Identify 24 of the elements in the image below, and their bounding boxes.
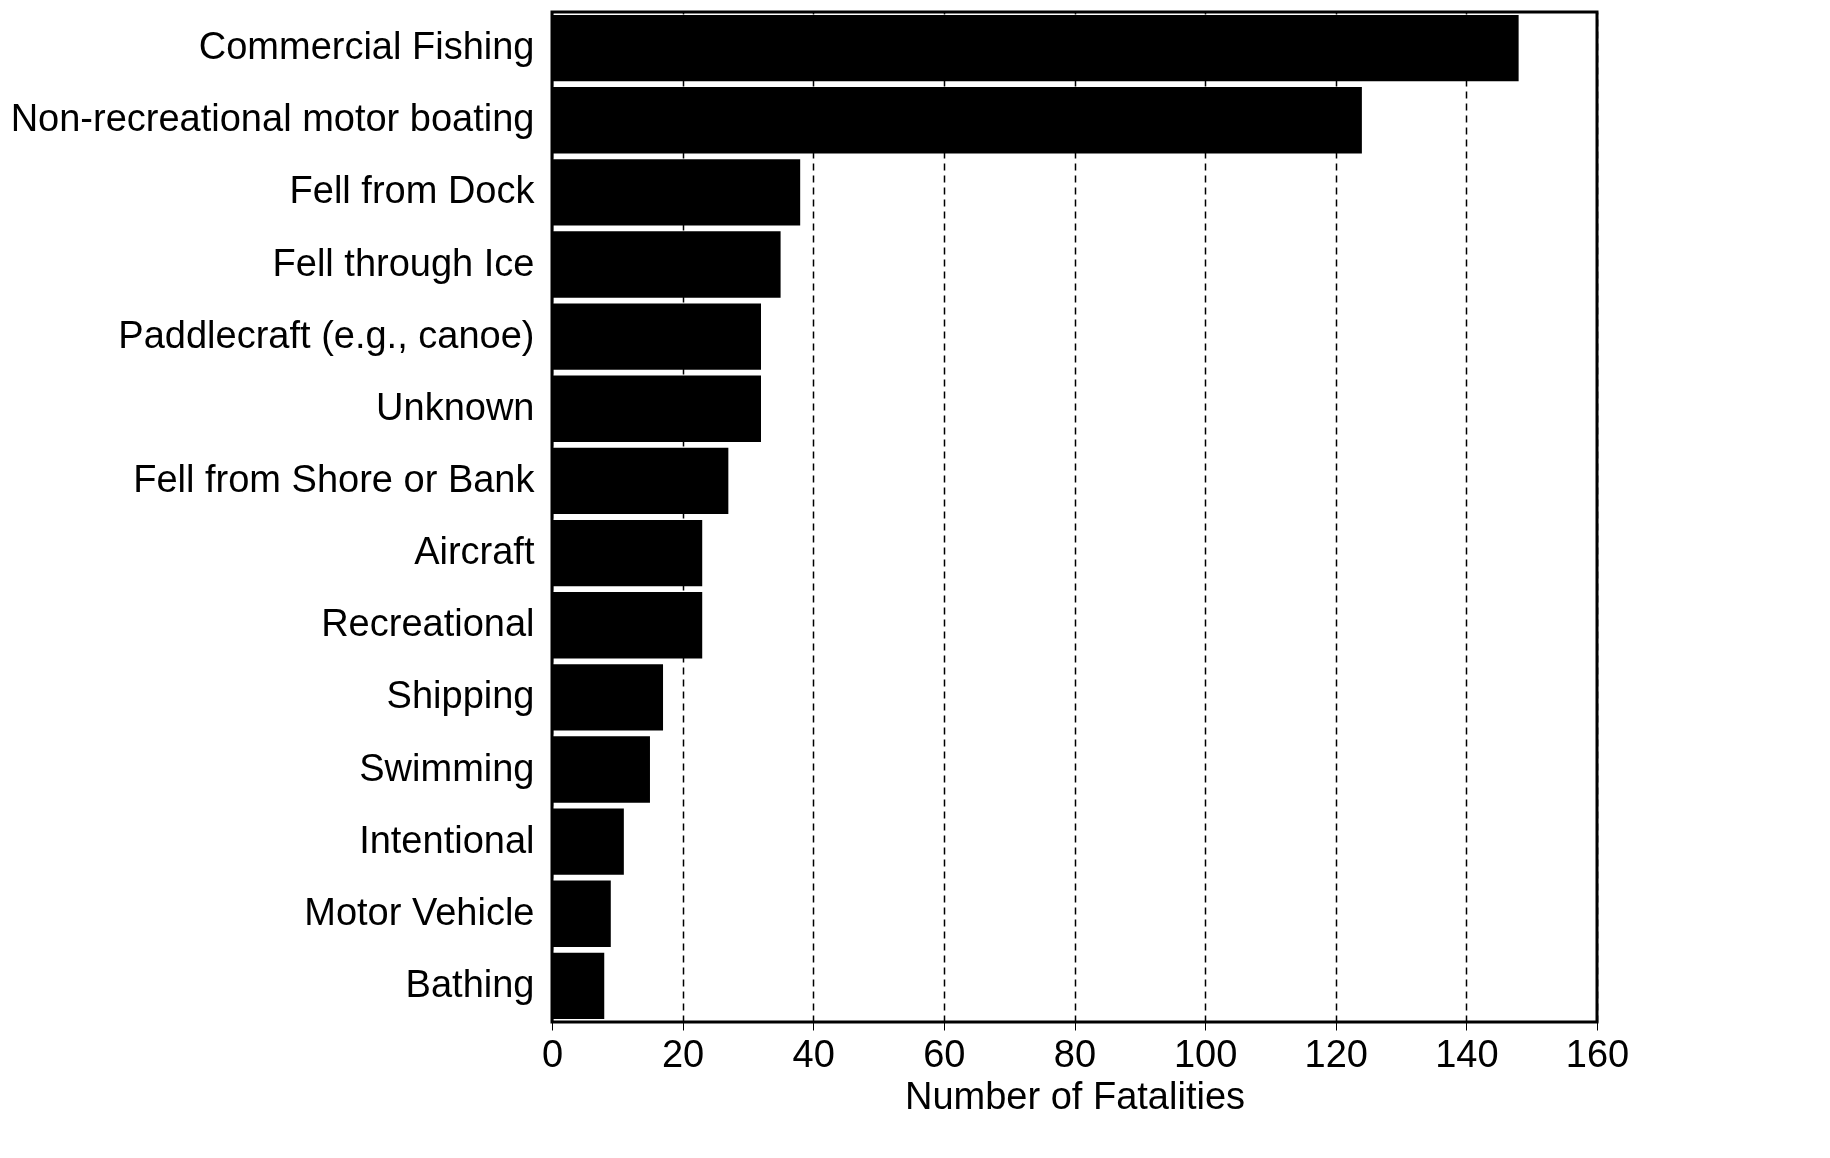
y-tick-label: Paddlecraft (e.g., canoe) — [118, 313, 535, 356]
y-tick-label: Non-recreational motor boating — [10, 97, 535, 140]
y-tick-label: Shipping — [386, 674, 535, 717]
y-tick-label: Bathing — [405, 962, 535, 1005]
x-axis-title: Number of Fatalities — [904, 1074, 1246, 1117]
x-tick-label: 100 — [1173, 1032, 1238, 1075]
x-tick-label: 40 — [792, 1032, 835, 1075]
x-tick-label: 120 — [1304, 1032, 1368, 1075]
y-tick-label: Motor Vehicle — [304, 890, 535, 933]
y-tick-label: Fell from Dock — [289, 169, 536, 212]
y-tick-label: Recreational — [321, 602, 535, 645]
x-tick-label: 140 — [1435, 1032, 1499, 1075]
x-tick-label: 160 — [1565, 1032, 1630, 1075]
x-tick-label: 60 — [923, 1032, 966, 1075]
y-tick-label: Commercial Fishing — [198, 25, 535, 68]
y-tick-label: Intentional — [359, 818, 535, 861]
y-tick-label: Aircraft — [414, 530, 535, 573]
x-tick-label: 0 — [541, 1032, 564, 1075]
y-tick-label: Unknown — [376, 385, 535, 428]
x-tick-label: 80 — [1053, 1032, 1097, 1075]
y-tick-label: Fell from Shore or Bank — [133, 457, 536, 500]
y-tick-label: Swimming — [359, 746, 535, 789]
x-tick-label: 20 — [661, 1032, 705, 1075]
y-tick-label: Fell through Ice — [272, 241, 535, 284]
